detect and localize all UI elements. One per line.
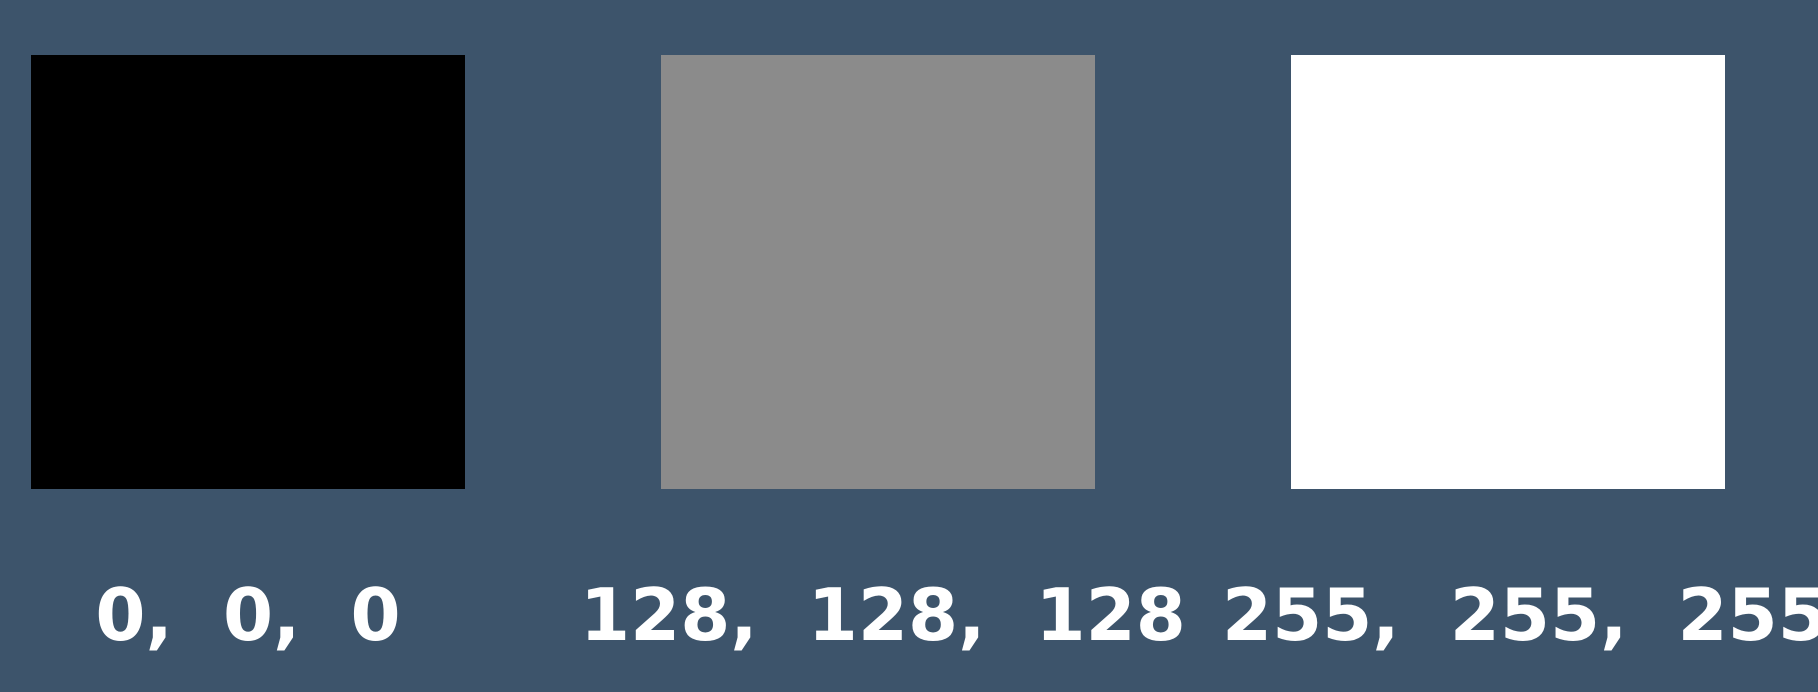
rgb-label-gray: 128, 128, 128: [580, 573, 1186, 657]
swatch-black: [31, 55, 465, 489]
rgb-label-black: 0, 0, 0: [95, 573, 401, 657]
rgb-label-white: 255, 255, 255: [1222, 573, 1818, 657]
swatch-gray: [661, 55, 1095, 489]
swatch-white: [1291, 55, 1725, 489]
